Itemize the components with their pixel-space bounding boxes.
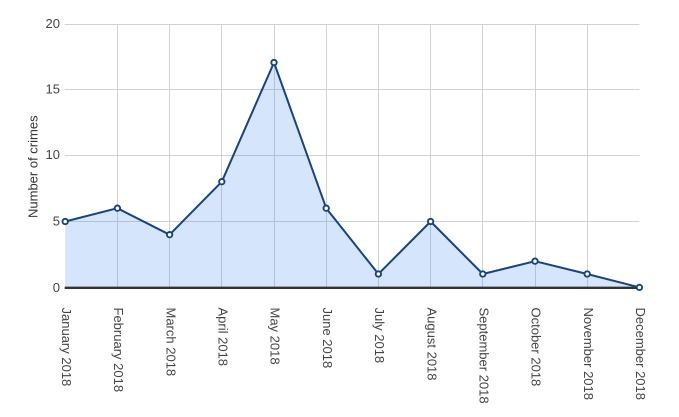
svg-text:October 2018: October 2018 — [529, 308, 544, 387]
svg-text:10: 10 — [46, 147, 60, 162]
svg-text:5: 5 — [53, 214, 60, 229]
svg-text:January 2018: January 2018 — [59, 308, 74, 387]
svg-text:November 2018: November 2018 — [581, 308, 596, 401]
svg-text:March 2018: March 2018 — [163, 308, 178, 377]
svg-text:July 2018: July 2018 — [372, 308, 387, 364]
svg-text:May 2018: May 2018 — [268, 308, 283, 365]
svg-text:20: 20 — [46, 16, 60, 31]
svg-text:0: 0 — [53, 280, 60, 295]
svg-text:June 2018: June 2018 — [320, 308, 335, 369]
svg-text:15: 15 — [46, 82, 60, 97]
svg-text:September 2018: September 2018 — [477, 308, 492, 404]
svg-text:December 2018: December 2018 — [633, 308, 648, 401]
svg-text:August 2018: August 2018 — [424, 308, 439, 381]
svg-text:April 2018: April 2018 — [216, 308, 231, 367]
svg-text:February 2018: February 2018 — [111, 308, 126, 393]
svg-text:Number of crimes: Number of crimes — [26, 115, 41, 218]
